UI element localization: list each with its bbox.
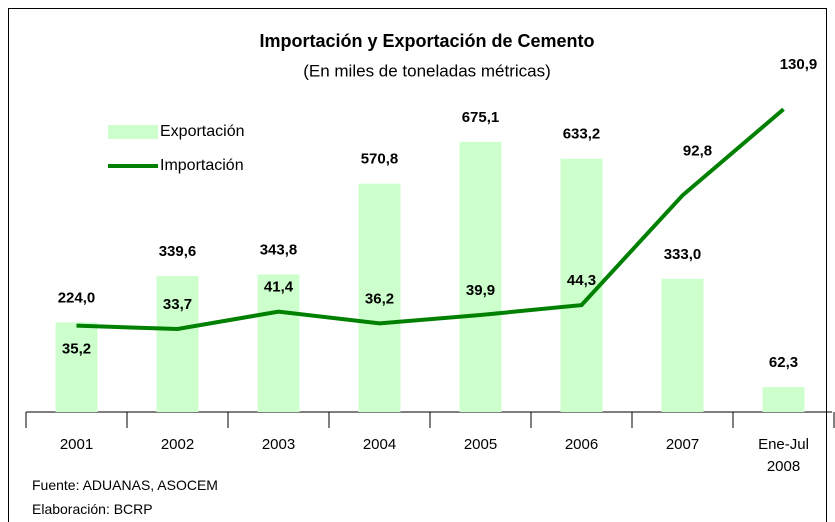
line-value-label: 44,3 [567, 272, 596, 289]
bar [156, 276, 199, 412]
source-note: Fuente: ADUANAS, ASOCEM [32, 477, 218, 493]
x-tick-label: 2002 [160, 436, 195, 453]
bar-value-label: 570,8 [361, 151, 399, 168]
x-tick-label: 2003 [261, 436, 296, 453]
line-value-label: 41,4 [264, 279, 294, 296]
line-value-label: 39,9 [466, 282, 495, 299]
line-value-label: 36,2 [365, 290, 394, 307]
bar-value-label: 339,6 [159, 243, 197, 260]
x-tick-label: Ene-Jul 2008 [758, 436, 809, 475]
bar [55, 322, 98, 412]
x-tick-label: 2006 [564, 436, 599, 453]
line-value-label: 92,8 [683, 142, 712, 159]
x-tick-label: 2004 [362, 436, 397, 453]
bar [762, 387, 805, 412]
bar-value-label: 224,0 [58, 289, 96, 306]
legend-label: Importación [160, 157, 244, 174]
chart-subtitle: (En miles de toneladas métricas) [303, 61, 551, 80]
line-value-label: 33,7 [163, 296, 192, 313]
bar-value-label: 675,1 [462, 109, 500, 126]
bar-value-label: 343,8 [260, 241, 298, 258]
chart-title: Importación y Exportación de Cemento [259, 31, 594, 51]
bar-value-label: 633,2 [563, 126, 601, 143]
bar-value-label: 62,3 [769, 354, 798, 371]
bar [459, 141, 502, 412]
x-tick-label: 2005 [463, 436, 498, 453]
chart-border [8, 8, 827, 522]
bar-value-label: 333,0 [664, 246, 702, 263]
bar [661, 278, 704, 412]
line-value-label: 130,9 [780, 56, 818, 73]
bar [358, 183, 401, 412]
line [76, 107, 785, 332]
line-value-label: 35,2 [62, 341, 91, 358]
bar [257, 274, 300, 412]
x-tick-label: 2007 [665, 436, 700, 453]
bar [560, 158, 603, 412]
x-tick-label: 2001 [59, 436, 94, 453]
legend-swatch [108, 125, 158, 139]
credit-note: Elaboración: BCRP [32, 501, 153, 517]
legend-label: Exportación [160, 123, 245, 140]
